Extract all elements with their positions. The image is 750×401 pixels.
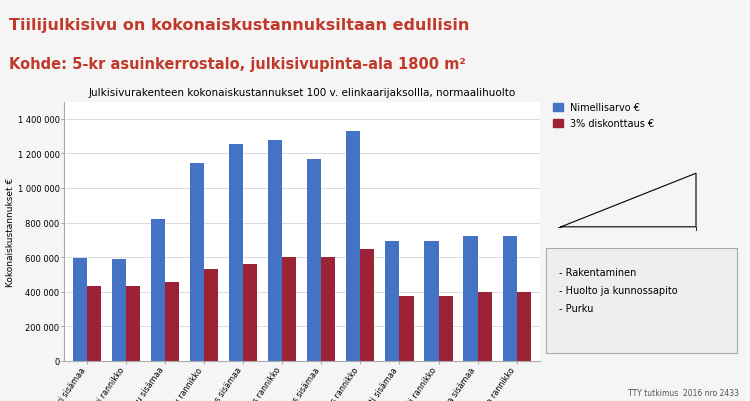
Text: Tiilijulkisivu on kokonaiskustannuksiltaan edullisin: Tiilijulkisivu on kokonaiskustannuksilta… xyxy=(9,18,470,32)
Text: TTY tutkimus  2016 nro 2433: TTY tutkimus 2016 nro 2433 xyxy=(628,388,739,397)
Bar xyxy=(308,160,322,361)
Bar xyxy=(424,241,439,361)
Bar xyxy=(268,141,282,361)
Bar xyxy=(73,258,87,361)
Bar xyxy=(361,250,374,361)
Bar xyxy=(322,258,335,361)
Y-axis label: Kokonaiskustannukset €: Kokonaiskustannukset € xyxy=(6,177,15,286)
Bar xyxy=(87,287,101,361)
Bar xyxy=(439,296,452,361)
Bar xyxy=(165,282,179,361)
Bar xyxy=(386,241,400,361)
Bar xyxy=(464,237,478,361)
Bar xyxy=(282,257,296,361)
Bar xyxy=(190,164,204,361)
Bar xyxy=(126,287,140,361)
Text: - Rakentaminen
- Huolto ja kunnossapito
- Purku: - Rakentaminen - Huolto ja kunnossapito … xyxy=(560,267,678,313)
Bar xyxy=(517,292,531,361)
Bar xyxy=(503,237,517,361)
Bar xyxy=(204,269,218,361)
Bar xyxy=(112,259,126,361)
Text: Kohde: 5-kr asuinkerrostalo, julkisivupinta-ala 1800 m²: Kohde: 5-kr asuinkerrostalo, julkisivupi… xyxy=(9,57,466,72)
Bar xyxy=(230,144,243,361)
Bar xyxy=(478,292,491,361)
Bar xyxy=(346,132,361,361)
Bar xyxy=(400,296,413,361)
Bar xyxy=(152,219,165,361)
Title: Julkisivurakenteen kokonaiskustannukset 100 v. elinkaarijaksollla, normaalihuolt: Julkisivurakenteen kokonaiskustannukset … xyxy=(88,87,515,97)
Legend: Nimellisarvo €, 3% diskonttaus €: Nimellisarvo €, 3% diskonttaus € xyxy=(550,101,656,131)
Bar xyxy=(243,264,257,361)
